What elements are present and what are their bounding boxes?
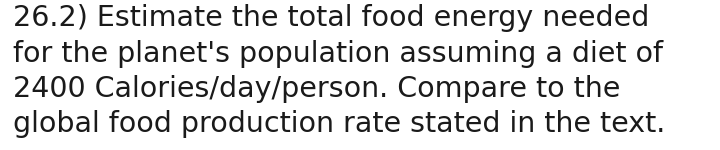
Text: 26.2) Estimate the total food energy needed
for the planet's population assuming: 26.2) Estimate the total food energy nee… (13, 4, 665, 138)
